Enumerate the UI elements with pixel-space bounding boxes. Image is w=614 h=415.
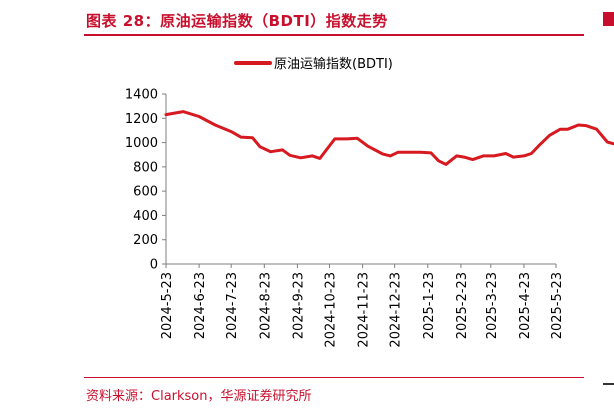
x-tick-label: 2024-5-23 [160,272,175,339]
x-tick-label: 2024-7-23 [225,272,240,339]
source-rule [84,377,584,378]
x-tick-label: 2024-8-23 [258,272,273,339]
x-tick-label: 2024-12-23 [389,272,404,348]
x-axis: 2024-5-23 2024-6-23 2024-7-23 2024-8-23 2024… [160,263,565,348]
y-tick-label: 200 [133,233,158,248]
y-tick-label: 400 [133,209,158,224]
legend-label: 原油运输指数(BDTI) [274,56,393,72]
y-tick-label: 1200 [125,112,158,127]
y-tick-label: 1400 [125,88,158,103]
figure-title: 图表 28：原油运输指数（BDTI）指数走势 [86,12,388,30]
y-tick-label: 1000 [125,136,158,151]
x-tick-label: 2024-9-23 [291,272,306,339]
y-tick-label: 0 [150,258,158,273]
x-tick-label: 2025-4-23 [518,272,533,339]
x-tick-label: 2025-5-23 [550,272,565,339]
series-bdti [164,110,614,166]
series-line [164,110,614,166]
adjacent-panel-rule [603,383,614,385]
x-tick-label: 2025-1-23 [422,272,437,339]
adjacent-panel-edge [603,12,614,26]
y-tick-label: 800 [133,160,158,175]
x-tick-label: 2025-2-23 [455,272,470,339]
title-rule [84,34,584,36]
x-tick-label: 2024-11-23 [357,272,372,348]
x-tick-label: 2024-6-23 [193,272,208,339]
y-tick-label: 600 [133,185,158,200]
legend: 原油运输指数(BDTI) [234,56,393,72]
x-tick-label: 2025-3-23 [485,272,500,339]
y-axis: 0 200 400 600 800 1000 1200 1400 [125,88,167,273]
source-note: 资料来源：Clarkson，华源证券研究所 [86,389,312,404]
x-tick-label: 2024-10-23 [323,272,338,348]
